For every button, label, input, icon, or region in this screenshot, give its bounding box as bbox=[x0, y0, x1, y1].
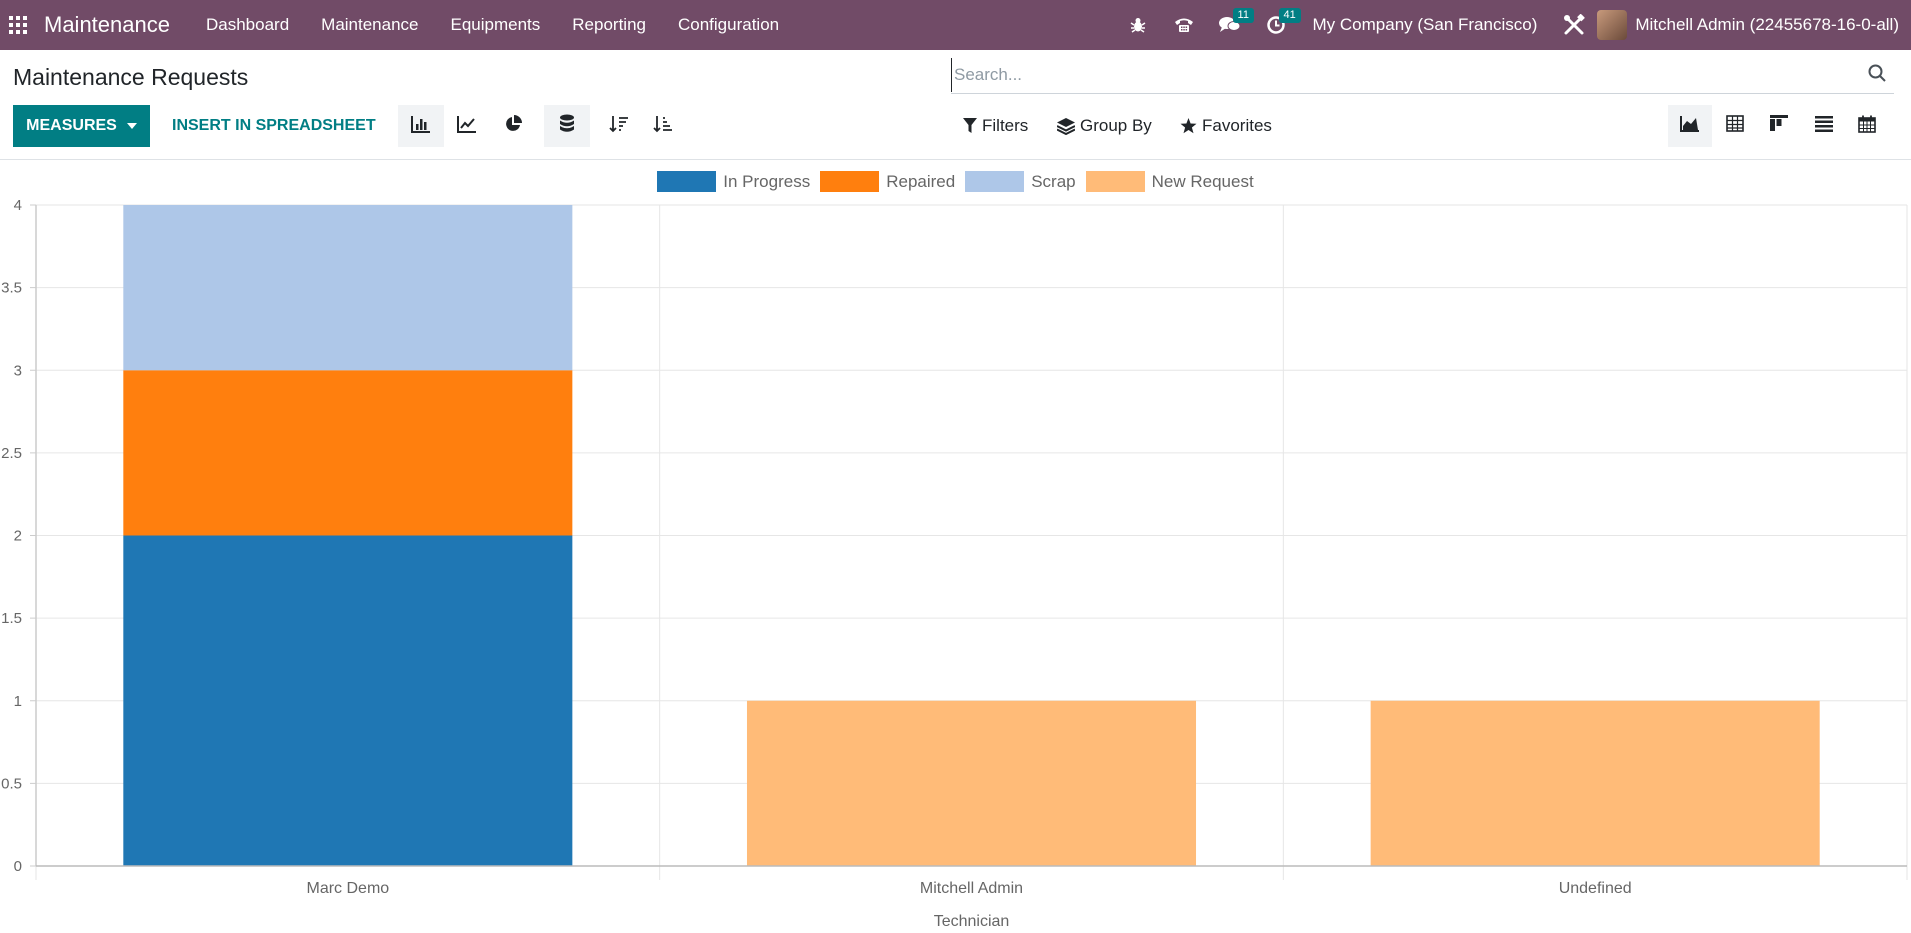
user-menu[interactable]: Mitchell Admin (22455678-16-0-all) bbox=[1635, 15, 1899, 34]
legend-item[interactable]: New Request bbox=[1085, 171, 1254, 192]
sort-descending-button[interactable] bbox=[596, 105, 642, 147]
legend-item[interactable]: Scrap bbox=[965, 171, 1076, 192]
navbar-systray: 11 41 My Company (San Francisco) Mitchel… bbox=[1115, 0, 1911, 50]
menu-configuration[interactable]: Configuration bbox=[678, 15, 780, 34]
sort-descending-icon bbox=[609, 115, 629, 138]
x-tick-label: Undefined bbox=[1559, 880, 1632, 897]
messages-icon[interactable]: 11 bbox=[1207, 0, 1254, 50]
legend-label: Scrap bbox=[1031, 171, 1076, 191]
group-by-button[interactable]: Group By bbox=[1057, 105, 1152, 147]
calendar-view-button[interactable] bbox=[1845, 105, 1889, 147]
caret-down-icon bbox=[126, 123, 137, 129]
group-by-label: Group By bbox=[1080, 116, 1152, 135]
bar-segment bbox=[746, 700, 1197, 866]
search-icon[interactable] bbox=[1868, 64, 1886, 87]
list-view-button[interactable] bbox=[1802, 105, 1846, 147]
favorites-button[interactable]: Favorites bbox=[1180, 105, 1272, 147]
legend-item[interactable]: Repaired bbox=[820, 171, 955, 192]
line-chart-button[interactable] bbox=[444, 105, 490, 147]
bug-icon[interactable] bbox=[1115, 0, 1161, 50]
sort-ascending-button[interactable] bbox=[640, 105, 686, 147]
favorites-label: Favorites bbox=[1202, 116, 1272, 135]
table-grid-icon bbox=[1726, 115, 1744, 137]
x-tick-label: Marc Demo bbox=[306, 880, 389, 897]
y-tick-label: 0 bbox=[14, 858, 22, 875]
bar-segment bbox=[123, 205, 573, 371]
y-tick-label: 0.5 bbox=[1, 775, 22, 792]
filters-label: Filters bbox=[982, 116, 1029, 135]
legend-swatch bbox=[820, 171, 880, 192]
y-tick-label: 1 bbox=[14, 693, 22, 710]
measures-dropdown-button[interactable]: MEASURES bbox=[13, 105, 150, 147]
measures-label: MEASURES bbox=[26, 117, 117, 134]
database-stack-icon bbox=[559, 114, 575, 139]
activities-badge: 41 bbox=[1278, 8, 1301, 23]
legend-label: Repaired bbox=[886, 171, 956, 191]
filters-button[interactable]: Filters bbox=[963, 105, 1028, 147]
menu-reporting[interactable]: Reporting bbox=[572, 15, 646, 34]
bar-segment bbox=[123, 370, 573, 536]
legend-swatch bbox=[965, 171, 1025, 192]
legend-label: New Request bbox=[1151, 171, 1254, 191]
search-bar bbox=[951, 58, 1894, 94]
sort-ascending-icon bbox=[653, 115, 673, 138]
star-icon bbox=[1180, 118, 1197, 134]
user-avatar[interactable] bbox=[1597, 10, 1628, 40]
y-tick-label: 1.5 bbox=[1, 610, 22, 627]
chart-legend: In Progress Repaired Scrap New Request bbox=[0, 171, 1911, 192]
messages-badge: 11 bbox=[1232, 8, 1254, 23]
tools-icon[interactable] bbox=[1551, 0, 1597, 50]
legend-swatch bbox=[1085, 171, 1145, 192]
legend-swatch bbox=[657, 171, 717, 192]
top-navbar: Maintenance Dashboard Maintenance Equipm… bbox=[0, 0, 1911, 50]
graph-view-button[interactable] bbox=[1668, 105, 1712, 147]
search-input[interactable] bbox=[951, 58, 1851, 92]
bar-chart-button[interactable] bbox=[398, 105, 444, 147]
menu-equipments[interactable]: Equipments bbox=[450, 15, 541, 34]
layers-icon bbox=[1057, 117, 1075, 135]
x-axis-title: Technician bbox=[934, 913, 1010, 930]
stacked-toggle-button[interactable] bbox=[544, 105, 590, 147]
kanban-icon bbox=[1770, 115, 1788, 137]
y-tick-label: 4 bbox=[14, 197, 22, 214]
pie-chart-icon bbox=[504, 114, 522, 138]
legend-item[interactable]: In Progress bbox=[657, 171, 810, 192]
insert-in-spreadsheet-button[interactable]: INSERT IN SPREADSHEET bbox=[172, 117, 376, 134]
bar-chart-icon bbox=[411, 115, 431, 138]
control-panel-divider bbox=[0, 159, 1911, 160]
y-tick-label: 3.5 bbox=[1, 280, 22, 297]
legend-label: In Progress bbox=[723, 171, 811, 191]
menu-maintenance[interactable]: Maintenance bbox=[321, 15, 419, 34]
area-chart-icon bbox=[1680, 115, 1700, 137]
y-tick-label: 3 bbox=[14, 362, 22, 379]
list-icon bbox=[1815, 115, 1833, 137]
app-title[interactable]: Maintenance bbox=[44, 12, 170, 37]
pie-chart-button[interactable] bbox=[490, 105, 536, 147]
line-chart-icon bbox=[457, 115, 477, 138]
y-tick-label: 2.5 bbox=[1, 445, 22, 462]
bar-segment bbox=[1370, 700, 1820, 866]
kanban-view-button[interactable] bbox=[1757, 105, 1801, 147]
menu-dashboard[interactable]: Dashboard bbox=[205, 15, 290, 34]
calendar-icon bbox=[1858, 115, 1876, 138]
apps-menu-icon[interactable] bbox=[2, 0, 34, 50]
filter-icon bbox=[963, 118, 977, 133]
x-tick-label: Mitchell Admin bbox=[920, 880, 1023, 897]
bar-segment bbox=[123, 535, 573, 866]
company-switcher[interactable]: My Company (San Francisco) bbox=[1312, 15, 1538, 34]
activities-clock-icon[interactable]: 41 bbox=[1253, 0, 1301, 50]
phone-icon[interactable] bbox=[1161, 0, 1207, 50]
y-tick-label: 2 bbox=[14, 528, 22, 545]
pivot-view-button[interactable] bbox=[1713, 105, 1757, 147]
page-title: Maintenance Requests bbox=[13, 64, 249, 90]
